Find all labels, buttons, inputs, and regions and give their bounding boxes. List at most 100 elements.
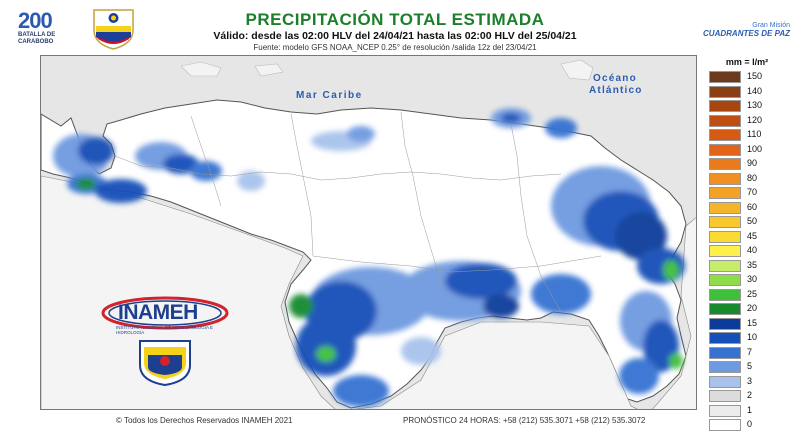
legend-item: 20: [709, 302, 781, 317]
ocean-label-2: Atlántico: [589, 85, 643, 96]
legend-label: 25: [747, 288, 758, 299]
legend-item: 50: [709, 215, 781, 230]
legend-label: 80: [747, 172, 758, 183]
legend-swatch: [709, 71, 741, 83]
legend-swatch: [709, 201, 741, 214]
legend-swatch: [709, 187, 741, 199]
gran-mision-line1: Gran Misión: [752, 22, 790, 29]
legend-item: 45: [709, 230, 781, 245]
legend-item: 25: [709, 288, 781, 303]
legend-swatch: [709, 274, 741, 286]
venezuela-shield-logo: [86, 6, 141, 51]
legend-swatch: [709, 259, 741, 272]
legend-swatch: [709, 317, 741, 330]
page-title: PRECIPITACIÓN TOTAL ESTIMADA: [245, 10, 545, 29]
legend-swatch: [709, 361, 741, 373]
legend-swatch: [709, 85, 741, 98]
legend-item: 30: [709, 273, 781, 288]
legend-label: 50: [747, 216, 758, 226]
legend-label: 35: [747, 259, 758, 270]
gran-mision-line2: CUADRANTES DE PAZ: [703, 29, 790, 38]
legend-swatch: [709, 158, 741, 170]
legend-label: 150: [747, 71, 763, 81]
bicentenario-line2: CARABOBO: [18, 39, 54, 45]
legend-label: 30: [747, 274, 758, 284]
precipitation-map: Mar Caribe Océano Atlántico: [40, 55, 697, 410]
legend-item: 120: [709, 114, 781, 129]
legend-swatch: [709, 419, 741, 431]
legend-label: 130: [747, 100, 763, 110]
legend-item: 140: [709, 85, 781, 100]
legend-swatch: [709, 216, 741, 228]
legend-label: 0: [747, 419, 753, 429]
legend-swatch: [709, 143, 741, 156]
legend-label: 140: [747, 85, 763, 96]
legend-item: 1: [709, 404, 781, 419]
legend-item: 2: [709, 389, 781, 404]
legend-label: 40: [747, 245, 758, 255]
legend-label: 100: [747, 143, 763, 154]
legend-item: 130: [709, 99, 781, 114]
precipitation-field: [53, 108, 685, 407]
bicentenario-number: 200: [18, 8, 53, 33]
legend-label: 1: [747, 404, 753, 415]
legend-item: 10: [709, 331, 781, 346]
legend-title: mm = l/m²: [725, 57, 769, 67]
legend-item: 7: [709, 346, 781, 361]
legend-item: 80: [709, 172, 781, 187]
header: 200 BATALLA DE CARABOBO PRECIPITACIÓN TO…: [0, 0, 800, 55]
validity-subtitle: Válido: desde las 02:00 HLV del 24/04/21…: [213, 30, 577, 42]
legend-swatch: [709, 114, 741, 127]
legend-item: 110: [709, 128, 781, 143]
footer-copyright: © Todos los Derechos Reservados INAMEH 2…: [116, 416, 293, 425]
footer-contact: PRONÓSTICO 24 HORAS: +58 (212) 535.3071 …: [403, 416, 646, 425]
legend-swatch: [709, 375, 741, 388]
ministry-emblem: [134, 337, 196, 387]
legend-item: 70: [709, 186, 781, 201]
legend-label: 2: [747, 390, 753, 400]
legend-label: 70: [747, 187, 758, 197]
legend-label: 15: [747, 317, 758, 328]
legend-swatch: [709, 245, 741, 257]
legend-item: 60: [709, 201, 781, 216]
state-borders: [114, 111, 602, 313]
bicentenario-logo: 200 BATALLA DE CARABOBO: [18, 10, 78, 50]
legend-swatch: [709, 172, 741, 185]
legend-item: 35: [709, 259, 781, 274]
legend-label: 7: [747, 346, 753, 357]
legend-swatch: [709, 404, 741, 417]
legend: mm = l/m² 150 140 130 120 110 100 90 80 70 60 50 45…: [706, 57, 786, 432]
legend-label: 10: [747, 332, 758, 342]
legend-item: 15: [709, 317, 781, 332]
legend-label: 5: [747, 361, 753, 371]
map-canvas: Mar Caribe Océano Atlántico: [41, 56, 696, 409]
legend-item: 90: [709, 157, 781, 172]
legend-label: 3: [747, 375, 753, 386]
legend-swatch: [709, 390, 741, 402]
legend-item: 40: [709, 244, 781, 259]
legend-swatch: [709, 346, 741, 359]
legend-swatch: [709, 100, 741, 112]
gran-mision-logo: Gran Misión CUADRANTES DE PAZ: [690, 22, 790, 46]
sea-label: Mar Caribe: [296, 90, 363, 101]
legend-label: 90: [747, 158, 758, 168]
inameh-logo: INAMEH INSTITUTO NACIONAL DE METEOROLOGÍ…: [98, 295, 233, 335]
inameh-name: INAMEH: [118, 301, 198, 324]
legend-label: 20: [747, 303, 758, 313]
legend-item: 0: [709, 418, 781, 433]
source-note: Fuente: modelo GFS NOAA_NCEP 0.25° de re…: [253, 43, 537, 52]
legend-item: 100: [709, 143, 781, 158]
legend-item: 3: [709, 375, 781, 390]
legend-label: 120: [747, 114, 763, 125]
legend-swatch: [709, 129, 741, 141]
legend-swatch: [709, 288, 741, 301]
guyana-landmass: [652, 217, 696, 409]
ocean-label-1: Océano: [593, 73, 637, 84]
legend-label: 45: [747, 230, 758, 241]
legend-label: 60: [747, 201, 758, 212]
legend-swatch: [709, 230, 741, 243]
legend-item: 5: [709, 360, 781, 375]
inameh-tagline: INSTITUTO NACIONAL DE METEOROLOGÍA E HID…: [116, 325, 214, 335]
curacao-island: [254, 63, 284, 77]
legend-swatch: [709, 332, 741, 344]
